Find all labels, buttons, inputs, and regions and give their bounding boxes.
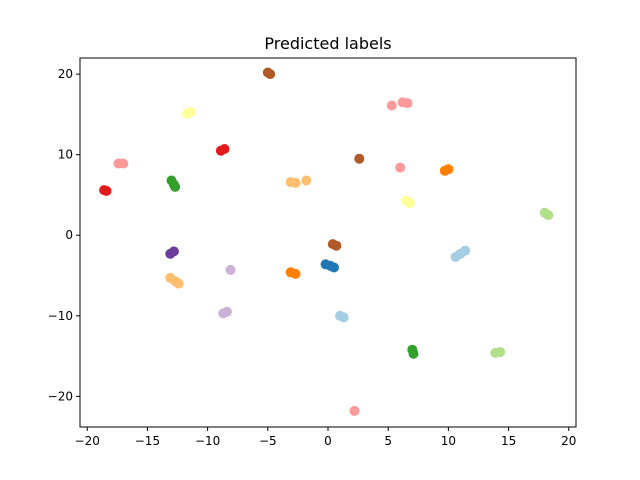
scatter-point [225, 264, 236, 275]
scatter-point [331, 240, 342, 251]
x-tick-label: 5 [384, 434, 392, 448]
x-tick-label: −15 [135, 434, 160, 448]
x-tick-label: 0 [324, 434, 332, 448]
scatter-point [354, 153, 365, 164]
scatter-point [404, 198, 415, 208]
scatter-point [290, 268, 301, 279]
scatter-point [443, 164, 454, 175]
x-tick-label: −10 [195, 434, 220, 448]
y-tick-label: 20 [58, 67, 73, 81]
scatter-point [495, 347, 506, 358]
scatter-point [301, 175, 312, 186]
x-tick-label: −5 [259, 434, 277, 448]
x-tick-label: 15 [501, 434, 516, 448]
scatter-point [543, 210, 554, 221]
x-tick-label: 10 [441, 434, 456, 448]
x-axis: −20 −15 −10 −5 0 5 10 15 20 [75, 427, 576, 448]
scatter-point [329, 262, 339, 273]
x-tick-label: 20 [561, 434, 576, 448]
scatter-point [221, 306, 232, 317]
chart-title: Predicted labels [264, 34, 391, 53]
scatter-point [168, 246, 179, 257]
scatter-point [170, 181, 181, 192]
y-tick-label: −20 [48, 389, 73, 403]
x-tick-label: −20 [75, 434, 100, 448]
scatter-point [118, 158, 129, 169]
y-axis: −20 −10 0 10 20 [48, 67, 80, 403]
scatter-point [402, 98, 413, 109]
scatter-points [99, 67, 554, 416]
y-tick-label: 0 [65, 228, 73, 242]
scatter-point [265, 69, 276, 80]
scatter-point [219, 144, 230, 154]
scatter-point [338, 312, 349, 323]
scatter-point [349, 405, 360, 416]
scatter-point [101, 185, 112, 196]
scatter-point [173, 278, 184, 289]
scatter-point [460, 245, 471, 256]
y-tick-label: 10 [58, 148, 73, 162]
scatter-point [395, 162, 406, 173]
scatter-point [185, 107, 196, 117]
scatter-point [290, 177, 301, 188]
scatter-point [408, 348, 419, 359]
y-tick-label: −10 [48, 309, 73, 323]
scatter-point [386, 100, 397, 111]
